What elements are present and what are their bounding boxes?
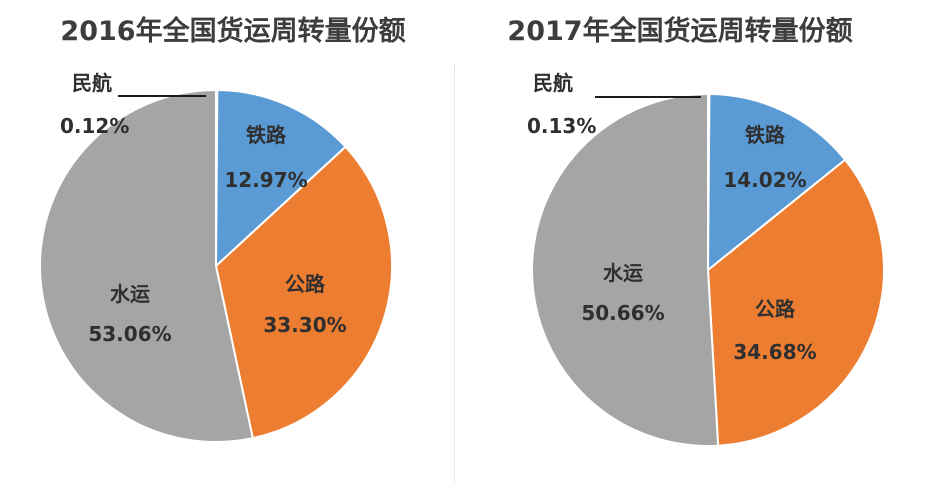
chart-panel-2016: 2016年全国货运周转量份额 民航 0.12% 铁路 12.97% 公路 33.…: [39, 15, 406, 443]
panel-divider: [454, 64, 455, 484]
slice-value-shuiyun-2016: 53.06%: [88, 322, 171, 346]
slice-label-shuiyun-2017: 水运: [603, 261, 643, 285]
pie-slices-2016: [39, 89, 393, 443]
slice-value-gonglu-2017: 34.68%: [733, 340, 816, 364]
slice-label-gonglu-2016: 公路: [285, 272, 326, 296]
pie-slice-tielu-2016: [215, 89, 347, 267]
pie-chart-2016: 2016年全国货运周转量份额 民航 0.12% 铁路 12.97% 公路 33.…: [39, 15, 406, 443]
slice-label-shuiyun-2016: 水运: [110, 282, 150, 306]
slice-value-minhang-2016: 0.12%: [60, 114, 129, 138]
slice-label-gonglu-2017: 公路: [755, 297, 796, 321]
slice-value-tielu-2016: 12.97%: [224, 168, 307, 192]
slice-value-gonglu-2016: 33.30%: [263, 313, 346, 337]
pie-slice-tielu-2017: [707, 93, 847, 271]
slice-value-minhang-2017: 0.13%: [527, 114, 596, 138]
chart-title-2017: 2017年全国货运周转量份额: [507, 15, 852, 47]
chart-title-2016: 2016年全国货运周转量份额: [60, 15, 405, 47]
pie-slice-gonglu-2016: [215, 145, 393, 440]
slice-label-minhang-2017: 民航: [533, 71, 573, 95]
slice-label-minhang-2016: 民航: [72, 71, 112, 95]
pie-slice-shuiyun-2016: [39, 89, 254, 443]
slice-value-tielu-2017: 14.02%: [723, 168, 806, 192]
slice-value-shuiyun-2017: 50.66%: [581, 301, 664, 325]
chart-panel-2017: 2017年全国货运周转量份额 民航 0.13% 铁路 14.02% 公路 34.…: [465, 0, 930, 484]
slice-label-tielu-2017: 铁路: [745, 123, 786, 147]
pie-slice-shuiyun-2017: [531, 93, 720, 447]
slice-label-tielu-2016: 铁路: [246, 123, 287, 147]
pie-chart-2017: 2017年全国货运周转量份额 民航 0.13% 铁路 14.02% 公路 34.…: [507, 15, 885, 447]
pie-slices-2017: [531, 93, 885, 447]
pie-slice-gonglu-2017: [707, 158, 885, 447]
